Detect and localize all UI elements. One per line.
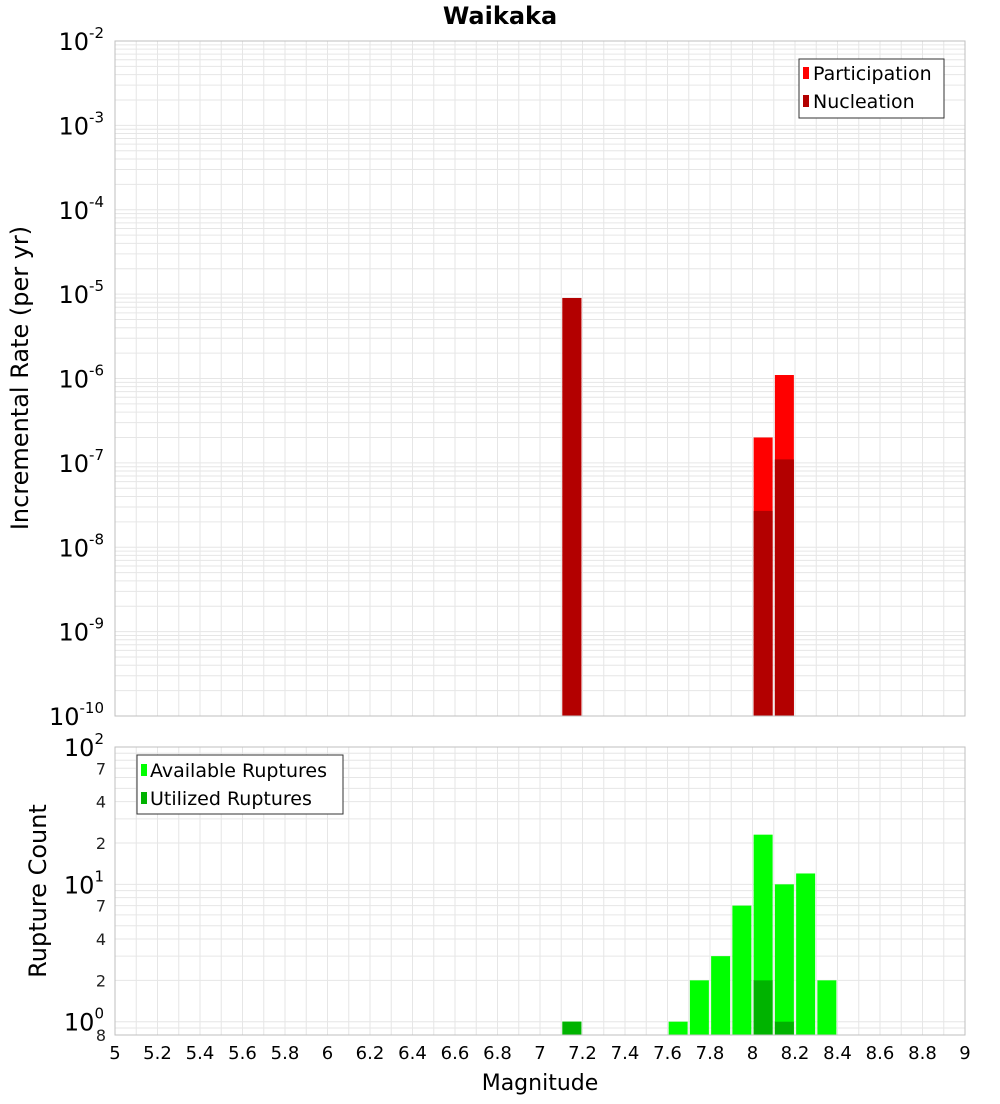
available-ruptures-bar [817,980,837,1035]
x-tick-label: 5 [109,1043,120,1064]
top-y-tick-labels: 10-10 10-9 10-8 10-7 10-6 10-5 10-4 10-3 10-2 [49,24,104,731]
bottom-y-tick-minor: 7 [96,897,106,916]
top-plot-frame [114,40,966,717]
bottom-y-tick-major: 100 [64,1005,104,1037]
top-y-tick-label: 10-2 [58,24,104,56]
bottom-plot-frame [114,746,966,1036]
bottom-y-tick-minor: 2 [96,834,106,853]
legend-label-participation: Participation [813,63,932,85]
bottom-legend-box [136,754,344,815]
top-y-tick-label: 10-5 [58,277,104,309]
available-ruptures-bar [796,873,816,1035]
available-ruptures-bar [689,980,709,1035]
bottom-y-tick-major: 102 [64,730,104,762]
x-tick-label: 5.2 [143,1043,172,1064]
nucleation-bar [562,297,582,716]
x-tick-label: 7.2 [568,1043,597,1064]
available-ruptures-bar [732,905,752,1035]
top-y-tick-label: 10-4 [58,193,104,225]
bottom-bars [562,834,837,1035]
available-ruptures-bar [668,1021,688,1035]
x-tick-label: 7.8 [696,1043,725,1064]
utilized-ruptures-bar [562,1021,582,1035]
x-tick-label: 7.6 [653,1043,682,1064]
top-legend-box [798,58,945,119]
x-tick-label: 8.2 [781,1043,810,1064]
legend-swatch-available [141,764,147,776]
x-tick-label: 5.8 [271,1043,300,1064]
top-y-tick-label: 10-7 [58,446,104,478]
available-ruptures-bar [774,884,794,1035]
legend-swatch-utilized [141,792,147,804]
bottom-y-tick-minor: 7 [96,759,106,778]
x-tick-label: 6.8 [483,1043,512,1064]
legend-label-nucleation: Nucleation [813,91,915,113]
x-tick-label: 8.6 [866,1043,895,1064]
x-tick-label: 7.4 [611,1043,640,1064]
x-tick-label: 8 [747,1043,758,1064]
bottom-y-tick-minor: 4 [96,930,106,949]
x-tick-label: 8.8 [908,1043,937,1064]
x-tick-label: 6.2 [356,1043,385,1064]
legend-label-utilized: Utilized Ruptures [150,788,312,810]
top-y-tick-label: 10-6 [58,362,104,394]
utilized-ruptures-bar [774,1021,794,1035]
bottom-y-axis-label: Rupture Count [24,804,52,978]
legend-label-available: Available Ruptures [150,760,327,782]
top-legend: Participation Nucleation [798,58,945,119]
top-y-tick-label: 10-9 [58,615,104,647]
x-tick-label: 5.4 [186,1043,215,1064]
available-ruptures-bar [711,956,731,1035]
x-tick-label: 6.6 [441,1043,470,1064]
x-tick-labels: 5 5.2 5.4 5.6 5.8 6 6.2 6.4 6.6 6.8 7 7.2 7.4 7.6 7.8 8… [109,1043,970,1064]
bottom-y-tick-labels: 100 101 102 8 2 4 7 2 4 7 [64,730,106,1045]
top-y-tick-label: 10-8 [58,530,104,562]
bottom-y-tick-minor: 2 [96,971,106,990]
x-tick-label: 9 [959,1043,970,1064]
bottom-y-tick-minor: 4 [96,793,106,812]
x-tick-label: 6 [322,1043,333,1064]
legend-swatch-nucleation [803,95,809,107]
x-tick-label: 8.4 [823,1043,852,1064]
legend-swatch-participation [803,67,809,79]
bottom-legend: Available Ruptures Utilized Ruptures [136,754,344,815]
utilized-ruptures-bar [753,980,773,1035]
nucleation-bar [774,459,794,716]
x-axis-label: Magnitude [482,1071,599,1096]
top-y-tick-label: 10-10 [49,699,104,731]
top-y-axis-label: Incremental Rate (per yr) [6,226,34,530]
x-tick-label: 5.6 [228,1043,257,1064]
bottom-y-tick-minor: 8 [96,1026,106,1045]
x-tick-label: 7 [534,1043,545,1064]
top-y-tick-label: 10-3 [58,108,104,140]
bottom-y-tick-major: 101 [64,867,104,899]
nucleation-bar [753,510,773,716]
top-gridlines [114,41,966,717]
top-bars [562,297,794,716]
x-tick-label: 6.4 [398,1043,427,1064]
chart-title: Waikaka [443,2,557,30]
